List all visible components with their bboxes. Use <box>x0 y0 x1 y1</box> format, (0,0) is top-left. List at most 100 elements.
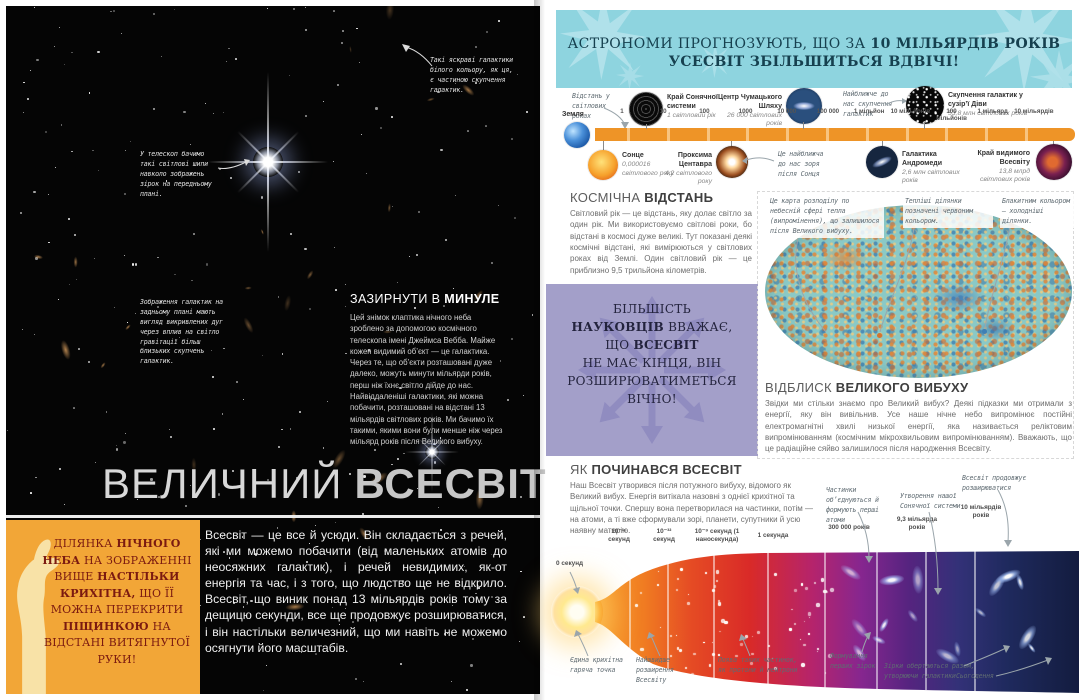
time-label-0: 0 секунд <box>556 560 584 567</box>
look-back-heading: ЗАЗИРНУТИ В МИНУЛЕ <box>350 292 500 307</box>
sidebar-fact-text: ДІЛЯНКА НІЧНОГО НЕБА НА ЗОБРАЖЕННІ ВИЩЕ … <box>42 536 192 668</box>
item-value: 53,8 млн світлових років <box>948 109 1028 117</box>
sun-icon <box>588 150 618 180</box>
item-value: 0,000016 світлового року <box>622 160 674 177</box>
cmb-cold-blob <box>933 283 985 313</box>
arrow-icon <box>885 98 907 106</box>
item-name: Край Сонячної системи <box>667 94 718 110</box>
photo-annotation-bright-galaxies: Такі яскраві галактики білого кольору, я… <box>430 56 513 94</box>
arrow-icon <box>963 645 1010 667</box>
origin-heading: ЯК ПОЧИНАВСЯ ВСЕСВІТ <box>570 462 742 478</box>
time-label-3: 10⁻⁹ секунд (1 наносекунда) <box>694 528 740 543</box>
page-title-regular: ВЕЛИЧНИЙ <box>102 460 343 507</box>
time-label-5: 300 000 років <box>828 524 870 531</box>
arrow-icon <box>574 630 589 657</box>
title-divider <box>6 515 540 518</box>
expansion-arrows-icon <box>578 296 726 444</box>
scale-label: 1 мільярд <box>977 108 1008 115</box>
arrow-icon <box>217 159 250 169</box>
item-value: 1 світловий рік <box>667 111 716 119</box>
arrow-icon <box>861 632 871 653</box>
distance-bar <box>595 128 1075 141</box>
connector-line <box>803 122 804 129</box>
origin-note-fast-expansion: Найшвидше розширення Всесвіту <box>636 656 674 684</box>
origin-note-today: Сьогодення <box>956 672 994 680</box>
item-value: 26 000 світлових років <box>727 111 782 128</box>
photo-annotation-light-spikes: У телескоп бачимо такі світлові шипи нав… <box>140 150 212 198</box>
scale-label: 1 <box>620 108 624 115</box>
sidebar-text-bold: НАСТІЛЬКИ КРИХІТНА, <box>60 570 180 600</box>
arrow-icon <box>739 634 751 657</box>
scale-label: 10 мільйонів <box>890 108 931 115</box>
scale-label: 100 мільйонів <box>936 108 967 123</box>
intro-paragraph: Всесвіт — це все й усюди. Він складаєтьс… <box>205 528 507 655</box>
cmb-warm-blob <box>823 245 867 271</box>
box-line-bold: ВСЕСВІТ <box>633 338 699 352</box>
box-line-part: ЩО <box>605 338 634 352</box>
distance-scale: 1 10 100 1000 10 000 100 000 1 мільйон 10 мільй… <box>602 108 1054 122</box>
sidebar-text-bold: НІЧНОГО НЕБА <box>42 537 181 567</box>
photo-annotation-warped-arcs: Зображення галактик на задньому плані ма… <box>140 298 223 366</box>
connector-line <box>924 122 925 129</box>
pointer-line <box>569 571 580 594</box>
earth-label: Земля <box>562 111 584 118</box>
arrow-icon <box>742 157 775 164</box>
sidebar-text-part: НА ВІДСТАНІ ВИТЯГНУТОЇ РУКИ! <box>43 619 191 666</box>
cmb-note-map: Це карта розподілу по небесній сфері теп… <box>768 196 884 238</box>
item-name: Край видимого Всесвіту <box>977 150 1030 166</box>
connector-line <box>882 141 883 147</box>
page-title-bold: ВСЕСВІТ <box>354 460 547 507</box>
look-back-heading-regular: ЗАЗИРНУТИ В <box>350 292 445 306</box>
scientists-box-text: БІЛЬШІСТЬ НАУКОВЦІВ ВВАЖАЄ, ЩО ВСЕСВІТ Н… <box>546 300 758 408</box>
item-name: Сонце <box>622 152 644 159</box>
heading-regular: КОСМІЧНА <box>570 190 645 205</box>
connector-line <box>1053 141 1054 146</box>
scale-label: 1000 <box>738 108 753 115</box>
origin-note-hot-point: Єдина крихітна гаряча точка <box>570 656 623 674</box>
afterglow-heading: ВІДБЛИСК ВЕЛИКОГО ВИБУХУ <box>765 380 968 396</box>
timeline-item-sun: Сонце 0,000016 світлового року <box>622 152 682 178</box>
banner-text: АСТРОНОМИ ПРОГНОЗУЮТЬ, ЩО ЗА <box>567 36 871 52</box>
cmb-note-cold: Блакитним кольором — холодніші ділянки. <box>1000 196 1076 228</box>
universe-edge-icon <box>1036 144 1072 180</box>
time-label-7: 10 мільярдів років <box>960 504 1002 519</box>
item-value: 4,2 світлового року <box>664 169 712 186</box>
item-name: Галактика Андромеди <box>902 151 943 167</box>
item-name: Скупчення галактик у сузір’ї Діви <box>948 92 1023 108</box>
scale-label: 10 000 <box>777 108 797 115</box>
origin-note-atoms: Частинки об’єднуються й формують перші а… <box>826 486 879 524</box>
connector-line <box>646 124 647 129</box>
heading-regular: ЯК <box>570 462 592 477</box>
arrow-icon <box>997 489 1012 547</box>
time-label-6: 9,3 мільярда років <box>896 516 938 531</box>
proxima-star-icon <box>716 146 748 178</box>
box-line: БІЛЬШІСТЬ <box>612 302 692 316</box>
warm-dot <box>877 333 882 338</box>
cmb-section-frame <box>757 191 1074 459</box>
sidebar-text-part: НА ЗОБРАЖЕННІ ВИЩЕ <box>54 553 192 584</box>
virgo-cluster-icon <box>906 86 944 124</box>
item-value: 2,6 млн світлових років <box>902 168 960 185</box>
arrow-icon <box>647 632 661 657</box>
cmb-note-warm: Тепліші ділянки позначені червоним кольо… <box>903 196 993 228</box>
banner-line-1: АСТРОНОМИ ПРОГНОЗУЮТЬ, ЩО ЗА 10 МІЛЬЯРДІ… <box>556 36 1072 53</box>
afterglow-body: Звідки ми стільки знаємо про Великий виб… <box>765 399 1072 454</box>
scale-label: 1 мільйон <box>853 108 885 115</box>
sidebar-text-part: ЩО ЇЇ МОЖНА ПЕРЕКРИТИ <box>50 586 184 617</box>
scale-label: 100 <box>699 108 710 115</box>
scale-label: 10 <box>659 108 667 115</box>
origin-note-protons: Поява таких частинок, як протони й нейтр… <box>718 656 798 674</box>
banner-text-bold: 10 МІЛЬЯРДІВ РОКІВ <box>870 36 1061 52</box>
cosmic-distance-body: Світловий рік — це відстань, яку долає с… <box>570 209 752 275</box>
fact-sidebar: ДІЛЯНКА НІЧНОГО НЕБА НА ЗОБРАЖЕННІ ВИЩЕ … <box>6 520 200 694</box>
banner-line-2: УСЕСВІТ ЗБІЛЬШИТЬСЯ ВДВІЧІ! <box>668 54 960 70</box>
box-line: РОЗШИРЮВАТИМЕТЬСЯ <box>567 374 737 388</box>
origin-note-solar-system: Утворення нашої Сонячної системи <box>900 492 961 510</box>
look-back-heading-bold: МИНУЛЕ <box>444 292 500 306</box>
timeline-item-edge: Край видимого Всесвіту 13,8 млрд світлов… <box>966 150 1030 185</box>
origin-note-galaxies: Зірки обертаються разом, утворюючи галак… <box>884 662 975 680</box>
box-line-part: ВВАЖАЄ, <box>663 320 733 334</box>
particle-field <box>635 560 834 682</box>
box-line: ЩО ВСЕСВІТ <box>546 336 758 354</box>
prediction-banner: АСТРОНОМИ ПРОГНОЗУЮТЬ, ЩО ЗА 10 МІЛЬЯРДІ… <box>556 10 1072 88</box>
